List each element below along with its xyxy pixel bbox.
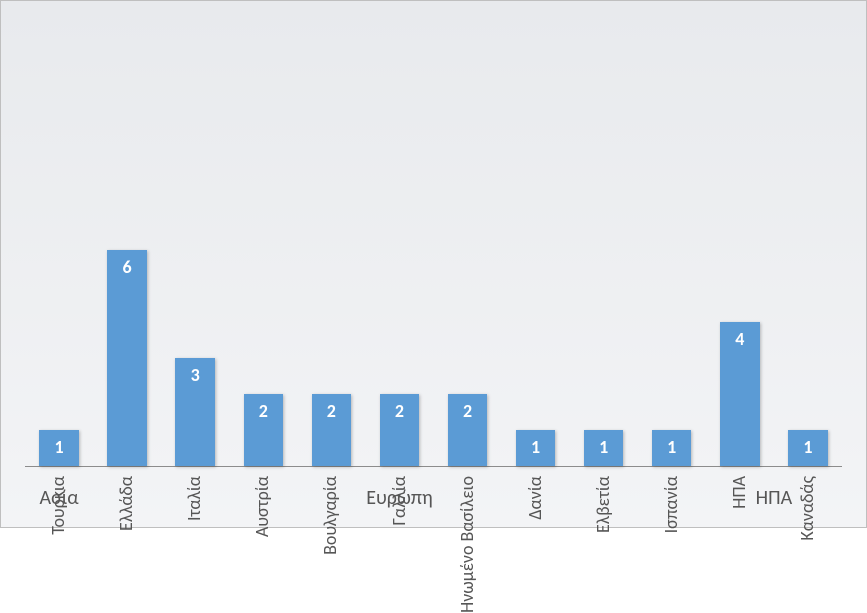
- bar-slot: 2Αυστρία: [229, 394, 297, 466]
- bar-slot: 1Ισπανία: [638, 430, 706, 466]
- bar-value-label: 1: [39, 436, 78, 458]
- bar-value-label: 1: [584, 436, 623, 458]
- bar-value-label: 1: [516, 436, 555, 458]
- bar-value-label: 6: [107, 256, 146, 278]
- bar-slot: 1Τουρκια: [25, 430, 93, 466]
- bar: 2: [312, 394, 351, 466]
- bar: 1: [584, 430, 623, 466]
- bar-value-label: 2: [244, 400, 283, 422]
- bar: 2: [380, 394, 419, 466]
- group-label: Ασία: [25, 486, 93, 510]
- bar-slot: 3Ιταλία: [161, 358, 229, 466]
- group-label: Ευρώπη: [93, 486, 706, 510]
- bar-chart: 1Τουρκια6Ελλάδα3Ιταλία2Αυστρία2Βουλγαρία…: [0, 0, 867, 528]
- bar: 2: [244, 394, 283, 466]
- bar-slot: 6Ελλάδα: [93, 250, 161, 466]
- bar-value-label: 2: [312, 400, 351, 422]
- bar: 3: [175, 358, 214, 466]
- bar-slot: 1Ελβετία: [570, 430, 638, 466]
- plot-area: 1Τουρκια6Ελλάδα3Ιταλία2Αυστρία2Βουλγαρία…: [25, 25, 842, 467]
- bar: 6: [107, 250, 146, 466]
- group-label: ΗΠΑ: [706, 486, 842, 510]
- bar: 4: [720, 322, 759, 466]
- bar: 1: [39, 430, 78, 466]
- bar-slot: 1Δανία: [502, 430, 570, 466]
- bar-value-label: 3: [175, 364, 214, 386]
- bar-slot: 4ΗΠΑ: [706, 322, 774, 466]
- bar-value-label: 2: [448, 400, 487, 422]
- bar-slot: 2Βουλγαρία: [297, 394, 365, 466]
- bar: 1: [516, 430, 555, 466]
- bar: 1: [652, 430, 691, 466]
- bar: 1: [788, 430, 827, 466]
- bar-value-label: 1: [788, 436, 827, 458]
- bar: 2: [448, 394, 487, 466]
- group-axis: ΑσίαΕυρώπηΗΠΑ: [25, 483, 842, 513]
- bar-slot: 1Καναδάς: [774, 430, 842, 466]
- bar-value-label: 4: [720, 328, 759, 350]
- bar-value-label: 1: [652, 436, 691, 458]
- bar-slot: 2Γαλλία: [365, 394, 433, 466]
- bar-value-label: 2: [380, 400, 419, 422]
- bar-slot: 2Ηνωμένο Βασίλειο: [433, 394, 501, 466]
